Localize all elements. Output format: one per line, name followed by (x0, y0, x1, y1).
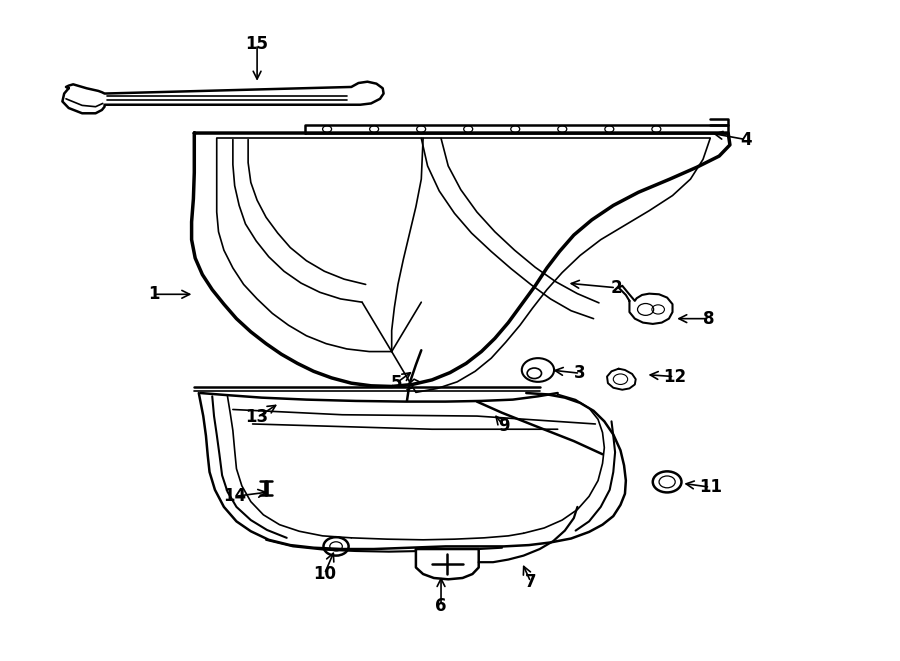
Polygon shape (192, 133, 730, 387)
Text: 8: 8 (703, 309, 715, 328)
Text: 11: 11 (698, 478, 722, 496)
Polygon shape (607, 369, 635, 390)
Text: 12: 12 (662, 368, 686, 385)
Text: 9: 9 (498, 417, 509, 435)
Polygon shape (416, 549, 479, 579)
Text: 5: 5 (391, 374, 402, 392)
Text: 6: 6 (436, 597, 446, 615)
Text: 10: 10 (313, 565, 336, 583)
Text: 2: 2 (610, 279, 622, 297)
Polygon shape (618, 286, 672, 324)
Text: 7: 7 (525, 573, 536, 591)
Text: 13: 13 (246, 408, 269, 426)
Polygon shape (62, 82, 383, 113)
Text: 4: 4 (741, 131, 751, 149)
Text: 15: 15 (246, 35, 268, 53)
Text: 1: 1 (148, 286, 159, 303)
Text: 3: 3 (574, 364, 586, 382)
Text: 14: 14 (223, 487, 247, 506)
Polygon shape (304, 125, 728, 133)
